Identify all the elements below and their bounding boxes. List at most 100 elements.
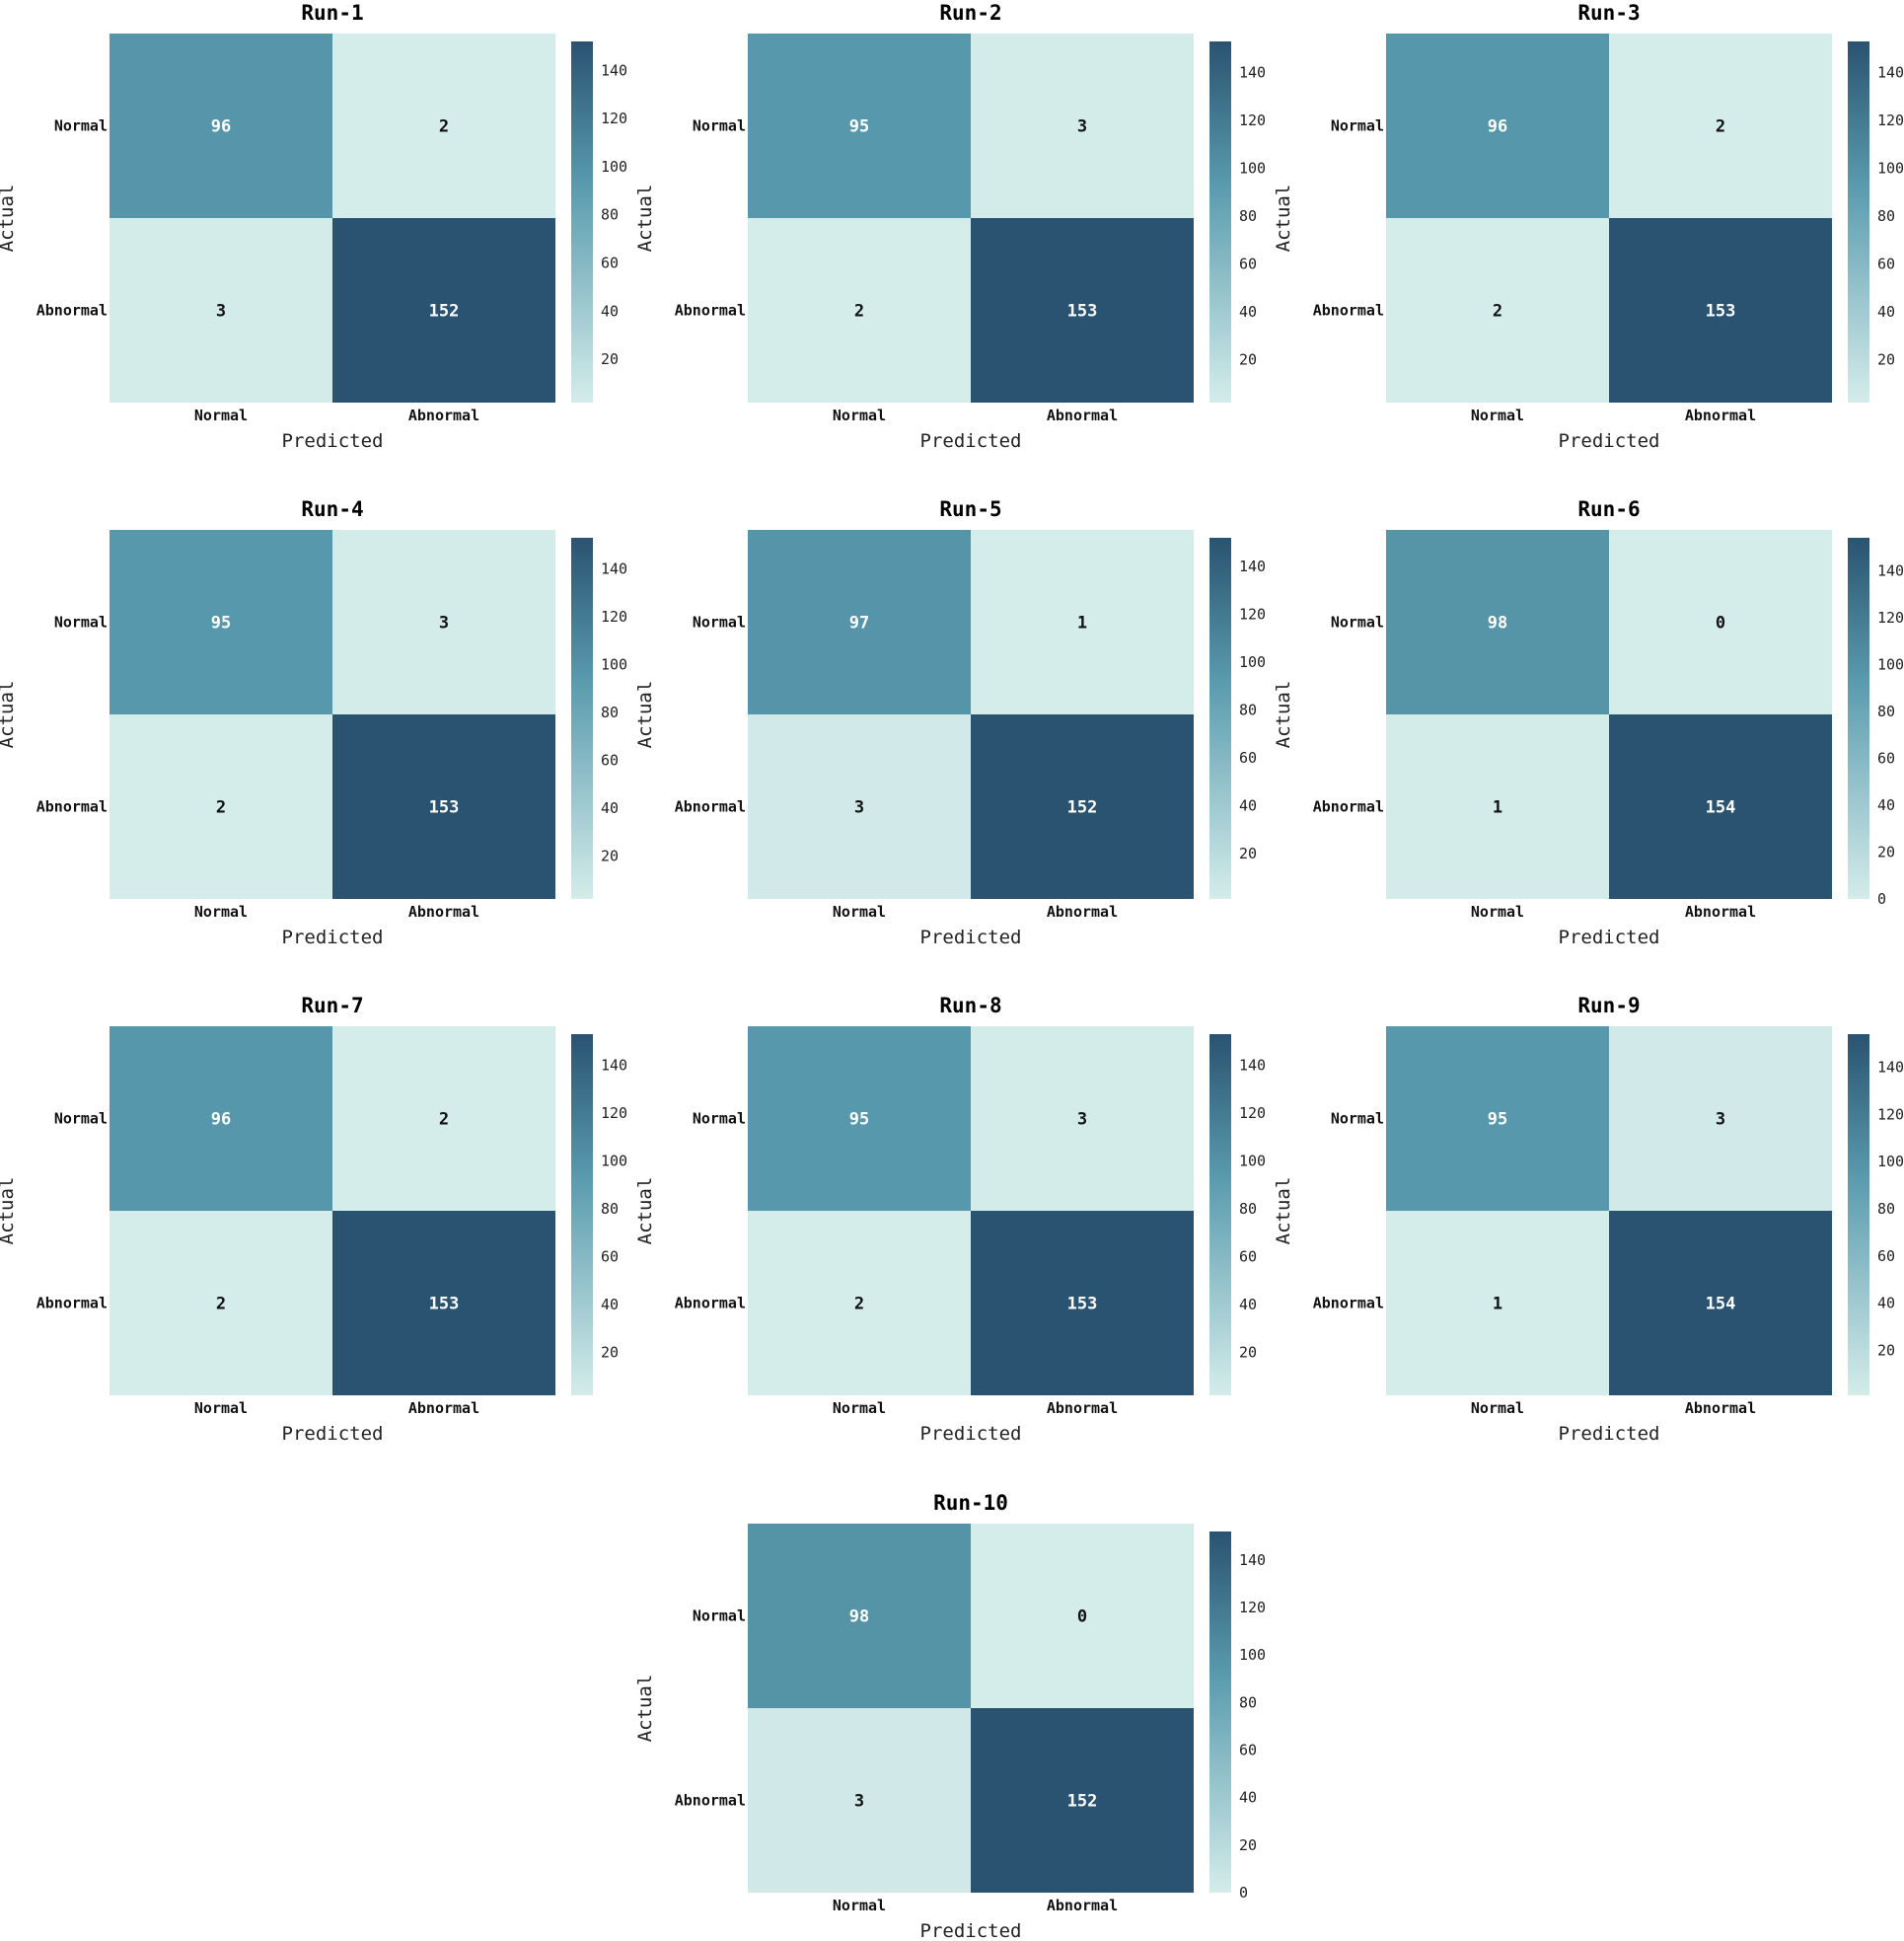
cell-value-label: 2 xyxy=(439,117,449,137)
heatmap-cell xyxy=(1609,218,1832,403)
y-axis-label: Actual xyxy=(634,1177,656,1245)
x-axis-label: Predicted xyxy=(282,1423,384,1445)
colorbar-tick-label: 80 xyxy=(1239,702,1257,719)
colorbar-tick-label: 100 xyxy=(601,1152,627,1169)
colorbar-tick-label: 20 xyxy=(1239,845,1257,862)
heatmap-cell xyxy=(110,218,332,403)
confusion-matrix-7: Run-7 96 2 2 153 Normal Abnormal Normal Abnormal… xyxy=(0,994,627,1445)
cell-value-label: 154 xyxy=(1706,1295,1736,1314)
cell-value-label: 2 xyxy=(439,1110,449,1130)
y-tick-label: Normal xyxy=(693,117,746,135)
colorbar-tick-label: 60 xyxy=(1239,1742,1257,1759)
y-tick-label: Abnormal xyxy=(37,1295,108,1312)
heatmap-cell xyxy=(110,34,332,218)
y-tick-label: Abnormal xyxy=(37,302,108,320)
confusion-matrix-8: Run-8 95 3 2 153 Normal Abnormal Normal Abnormal… xyxy=(634,994,1266,1445)
y-tick-label: Abnormal xyxy=(675,302,746,320)
x-tick-label: Normal xyxy=(194,407,248,424)
cell-value-label: 153 xyxy=(429,798,460,818)
cell-value-label: 3 xyxy=(439,614,449,634)
colorbar xyxy=(571,1034,593,1395)
x-tick-label: Abnormal xyxy=(1047,407,1118,424)
colorbar-tick-label: 60 xyxy=(1239,255,1257,272)
colorbar-tick-label: 100 xyxy=(601,655,627,673)
chart-title: Run-10 xyxy=(933,1491,1008,1515)
chart-title: Run-5 xyxy=(939,497,1001,521)
cell-value-label: 96 xyxy=(1488,117,1507,137)
colorbar-tick-label: 40 xyxy=(1239,1789,1257,1807)
heatmap-cell xyxy=(971,1524,1194,1708)
colorbar xyxy=(571,41,593,403)
x-axis-label: Predicted xyxy=(920,927,1022,948)
heatmap-cell xyxy=(1609,1026,1832,1211)
colorbar xyxy=(1848,538,1869,899)
y-tick-label: Abnormal xyxy=(675,1295,746,1312)
heatmap-cell xyxy=(971,530,1194,714)
cell-value-label: 1 xyxy=(1493,1295,1502,1314)
cell-value-label: 152 xyxy=(1067,798,1098,818)
heatmap-cell xyxy=(332,530,555,714)
cell-value-label: 154 xyxy=(1706,798,1736,818)
heatmap-cell xyxy=(971,218,1194,403)
colorbar-tick-label: 60 xyxy=(1877,1247,1895,1265)
heatmap-cell xyxy=(971,1026,1194,1211)
colorbar-tick-label: 120 xyxy=(601,608,627,626)
colorbar-tick-label: 140 xyxy=(1239,1057,1266,1075)
y-axis-label: Actual xyxy=(0,185,18,253)
heatmap-cell xyxy=(1609,714,1832,899)
cell-value-label: 153 xyxy=(1706,302,1736,322)
cell-value-label: 153 xyxy=(1067,302,1098,322)
colorbar-tick-label: 120 xyxy=(1877,609,1904,627)
cell-value-label: 96 xyxy=(211,1110,231,1130)
colorbar-tick-label: 60 xyxy=(1877,255,1895,272)
colorbar-tick-label: 60 xyxy=(601,751,619,769)
chart-title: Run-8 xyxy=(939,994,1001,1017)
colorbar xyxy=(1209,1034,1231,1395)
heatmap-cell xyxy=(748,1524,971,1708)
heatmap-cell xyxy=(1609,530,1832,714)
colorbar-tick-label: 120 xyxy=(1239,112,1266,129)
heatmap-cell xyxy=(332,1211,555,1395)
heatmap-cell xyxy=(110,1211,332,1395)
colorbar-tick-label: 80 xyxy=(1877,703,1895,720)
colorbar-tick-label: 80 xyxy=(1877,207,1895,225)
x-tick-label: Abnormal xyxy=(408,1399,479,1417)
x-axis-label: Predicted xyxy=(920,430,1022,452)
y-axis-label: Actual xyxy=(1273,185,1294,253)
cell-value-label: 152 xyxy=(1067,1792,1098,1812)
colorbar-tick-label: 120 xyxy=(601,1104,627,1122)
cell-value-label: 3 xyxy=(1716,1110,1725,1130)
x-tick-label: Abnormal xyxy=(1047,1399,1118,1417)
cell-value-label: 3 xyxy=(854,1792,864,1812)
chart-title: Run-7 xyxy=(301,994,363,1017)
cell-value-label: 3 xyxy=(1077,1110,1087,1130)
colorbar-tick-label: 100 xyxy=(1239,159,1266,177)
colorbar-tick-label: 120 xyxy=(601,110,627,127)
x-tick-label: Abnormal xyxy=(408,407,479,424)
heatmap-cell xyxy=(1386,1211,1609,1395)
y-tick-label: Abnormal xyxy=(675,798,746,816)
heatmap-cell xyxy=(971,1211,1194,1395)
y-tick-label: Normal xyxy=(54,117,108,135)
y-tick-label: Normal xyxy=(693,1110,746,1128)
cell-value-label: 95 xyxy=(849,1110,869,1130)
confusion-matrix-9: Run-9 95 3 1 154 Normal Abnormal Normal Abnormal… xyxy=(1273,994,1904,1445)
x-tick-label: Normal xyxy=(833,1399,886,1417)
x-axis-label: Predicted xyxy=(1559,1423,1660,1445)
heatmap-cell xyxy=(748,1026,971,1211)
colorbar-tick-label: 60 xyxy=(601,1247,619,1265)
colorbar-tick-label: 140 xyxy=(601,560,627,578)
chart-title: Run-2 xyxy=(939,1,1001,25)
colorbar-tick-label: 40 xyxy=(601,302,619,320)
chart-title: Run-1 xyxy=(301,1,363,25)
colorbar-tick-label: 20 xyxy=(1239,1836,1257,1854)
heatmap-cell xyxy=(748,714,971,899)
colorbar-tick-label: 140 xyxy=(601,1057,627,1075)
heatmap-cell xyxy=(1386,530,1609,714)
x-tick-label: Abnormal xyxy=(1685,1399,1756,1417)
colorbar-tick-label: 20 xyxy=(601,847,619,864)
cell-value-label: 2 xyxy=(854,1295,864,1314)
confusion-matrix-1: Run-1 96 2 3 152 Normal Abnormal Normal Abnormal… xyxy=(0,1,627,452)
y-tick-label: Normal xyxy=(54,614,108,632)
